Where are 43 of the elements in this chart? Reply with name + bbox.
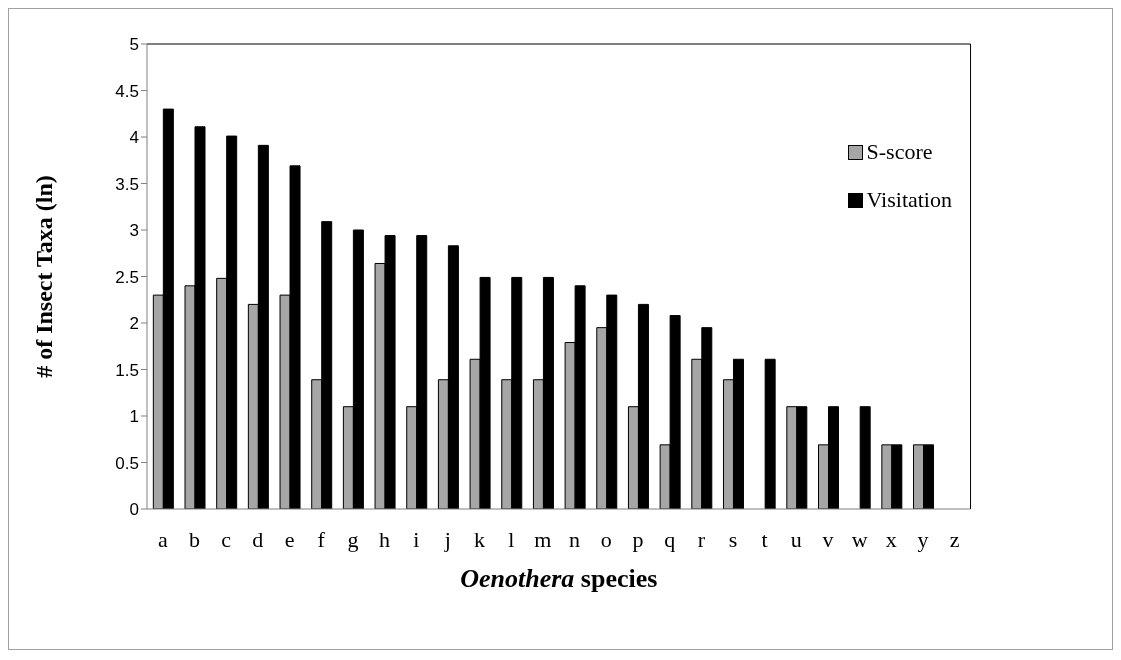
x-tick-label: e <box>284 526 295 552</box>
x-tick-label: j <box>443 526 451 552</box>
x-tick-label: z <box>949 526 960 552</box>
x-tick-label: s <box>728 526 738 552</box>
x-tick-label: y <box>917 526 929 552</box>
x-tick-label: n <box>569 526 581 552</box>
y-tick-label: 4 <box>129 128 139 148</box>
y-tick-label: 5 <box>129 35 139 55</box>
x-tick-label: r <box>697 526 706 552</box>
y-tick-label: 4.5 <box>115 81 139 101</box>
x-axis-title: Oenothera species <box>460 564 658 593</box>
y-tick-label: 3.5 <box>115 174 139 194</box>
y-tick-label: 2.5 <box>115 267 139 287</box>
y-tick-label: 1 <box>129 407 139 427</box>
x-tick-label: m <box>534 526 552 552</box>
x-tick-label: i <box>413 526 420 552</box>
x-tick-label: u <box>790 526 802 552</box>
x-tick-label: l <box>508 526 515 552</box>
x-tick-label: w <box>851 526 868 552</box>
legend-label: Visitation <box>866 187 952 213</box>
x-tick-label: f <box>317 526 326 552</box>
x-tick-label: x <box>885 526 897 552</box>
bar <box>859 406 871 509</box>
x-tick-label: t <box>761 526 768 552</box>
x-tick-label: o <box>600 526 612 552</box>
bar <box>764 358 776 509</box>
x-tick-label: a <box>157 526 168 552</box>
y-tick-label: 1.5 <box>115 360 139 380</box>
x-tick-label: q <box>664 526 676 552</box>
x-tick-label: c <box>221 526 232 552</box>
x-tick-label: g <box>347 526 359 552</box>
x-tick-label: b <box>189 526 201 552</box>
legend-label: S-score <box>866 139 933 165</box>
y-axis-title: # of Insect Taxa (ln) <box>30 175 57 378</box>
y-tick-label: 2 <box>129 314 139 334</box>
x-tick-label: h <box>379 526 391 552</box>
y-tick-label: 0 <box>129 500 139 520</box>
y-tick-label: 0.5 <box>115 453 139 473</box>
x-tick-label: v <box>822 526 834 552</box>
x-tick-label: k <box>474 526 486 552</box>
x-tick-label: d <box>252 526 264 552</box>
x-tick-label: p <box>632 526 644 552</box>
y-tick-label: 3 <box>129 221 139 241</box>
